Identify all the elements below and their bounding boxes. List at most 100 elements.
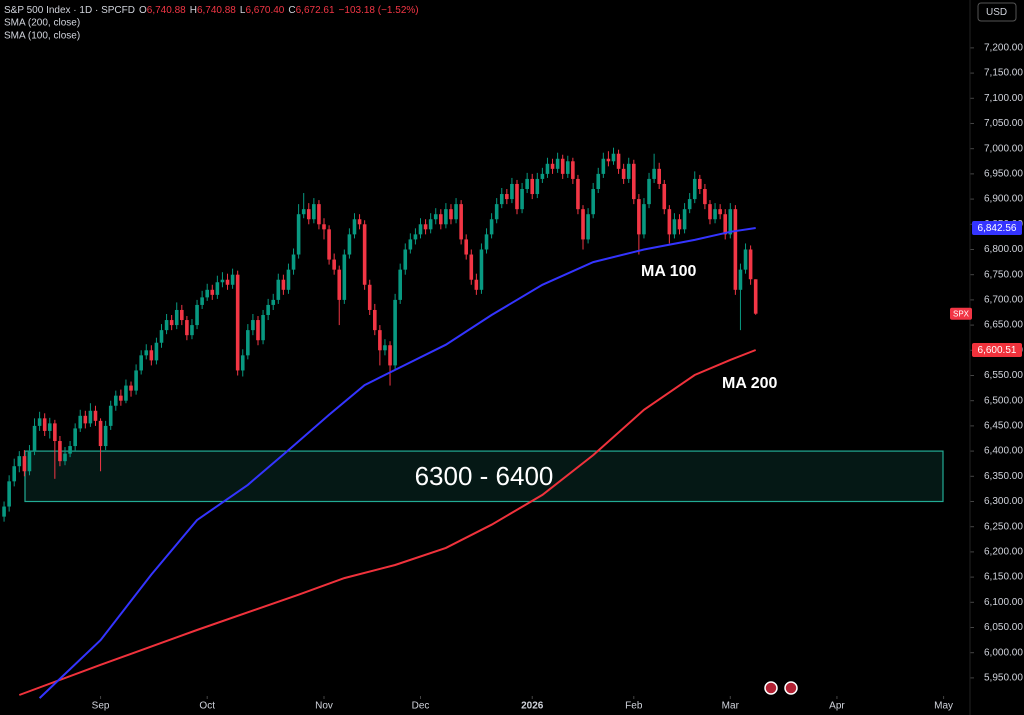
support-zone — [24, 450, 944, 503]
candle-body — [256, 320, 260, 341]
candle-body — [220, 279, 225, 283]
candle-body — [276, 279, 281, 300]
y-tick-label: 6,550.00 — [984, 370, 1023, 381]
candle-body — [393, 299, 397, 366]
candle-body — [454, 204, 458, 220]
candle-body — [530, 178, 535, 195]
symbol-tag-label: SPX — [953, 309, 970, 318]
y-tick-label: 6,400.00 — [984, 446, 1023, 457]
candle-body — [98, 420, 103, 447]
candle-body — [484, 234, 489, 250]
candle-body — [555, 158, 560, 169]
candle-body — [738, 269, 743, 290]
legend-header: S&P 500 Index · 1D · SPCFD O6,740.88 H6,74… — [4, 5, 419, 16]
candle-body — [129, 385, 133, 391]
candle-body — [596, 173, 601, 190]
candle-body — [362, 224, 367, 285]
zone-label: 6300 - 6400 — [415, 461, 554, 491]
candle-body — [672, 219, 677, 235]
candle-body — [489, 219, 494, 235]
candle-body — [439, 214, 443, 225]
candle-body — [413, 234, 418, 240]
candle-body — [652, 168, 656, 179]
candle-body — [32, 425, 37, 452]
candle-body — [753, 279, 758, 314]
candle-body — [606, 158, 611, 162]
candle-body — [296, 214, 301, 255]
candle-body — [357, 219, 362, 225]
candle-body — [154, 342, 159, 361]
candle-body — [550, 163, 555, 169]
legend-sma100: SMA (100, close) — [4, 31, 80, 42]
candle-body — [459, 204, 463, 240]
legend-text: O — [139, 5, 147, 16]
x-tick-label: May — [934, 701, 953, 712]
candle-body — [195, 304, 199, 326]
candle-body — [540, 173, 545, 179]
candle-body — [337, 269, 342, 300]
event-icon[interactable] — [764, 681, 778, 695]
x-tick-label: Oct — [199, 701, 215, 712]
candle-body — [560, 158, 565, 174]
candle-body — [235, 274, 240, 371]
candle-body — [27, 451, 32, 472]
candle-body — [398, 269, 402, 300]
legend-text: C — [288, 5, 295, 16]
x-tick-label: Mar — [722, 701, 740, 712]
y-tick-label: 7,200.00 — [984, 43, 1023, 54]
candle-body — [621, 168, 626, 179]
candle-body — [230, 274, 235, 285]
candle-body — [2, 506, 6, 517]
x-tick-label: 2026 — [521, 701, 544, 712]
legend-text: 6,672.61 — [296, 5, 335, 16]
candle-body — [124, 385, 128, 401]
annotation: MA 100 — [641, 263, 697, 280]
legend-text: −103.18 (−1.52%) — [339, 5, 419, 16]
currency[interactable]: USD — [986, 7, 1007, 18]
candle-body — [433, 214, 438, 220]
x-tick-label: Feb — [625, 701, 643, 712]
candle-body — [68, 446, 72, 454]
y-tick-label: 7,000.00 — [984, 143, 1023, 154]
candle-body — [367, 284, 372, 310]
candle-body — [215, 282, 220, 295]
candle-body — [169, 320, 174, 326]
price-tag-label: 6,842.56 — [978, 223, 1017, 234]
candle-body — [708, 204, 712, 220]
candle-body — [586, 214, 590, 240]
candle-body — [347, 234, 352, 255]
legend-text: 6,740.88 — [197, 5, 236, 16]
candle-body — [149, 350, 154, 361]
price-tag — [972, 343, 1022, 358]
symbol-tag — [950, 307, 972, 320]
x-tick-label: Dec — [412, 701, 430, 712]
candle-body — [240, 355, 245, 371]
candle-body — [743, 249, 748, 270]
candle-body — [642, 204, 646, 235]
candle-body — [306, 209, 311, 220]
candle-body — [637, 199, 641, 235]
event-icon[interactable] — [784, 681, 798, 695]
candle-body — [17, 456, 22, 467]
candle-body — [271, 299, 276, 305]
candle-body — [626, 163, 631, 179]
candle-body — [464, 239, 469, 255]
candle-body — [119, 395, 123, 401]
currency-box[interactable] — [977, 2, 1017, 22]
candle-body — [63, 453, 67, 462]
price-tag-label: 6,600.51 — [978, 345, 1017, 356]
candle-body — [246, 330, 250, 356]
price-tag — [972, 221, 1022, 236]
candle-body — [190, 325, 194, 336]
legend-text: H — [190, 5, 197, 16]
legend-text: 6,740.88 — [147, 5, 186, 16]
candle-body — [47, 423, 52, 431]
y-tick-label: 7,150.00 — [984, 68, 1023, 79]
candle-body — [657, 168, 661, 184]
candle-body — [713, 209, 717, 220]
candle-body — [611, 153, 616, 162]
candle-body — [327, 229, 331, 260]
